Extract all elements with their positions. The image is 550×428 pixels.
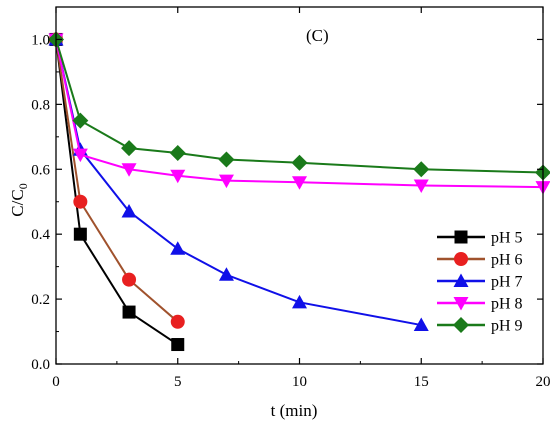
series-ph-5 [49,32,185,352]
legend-label-ph-8: pH 8 [491,296,523,313]
data-point-ph-9 [72,112,89,129]
legend-item-ph-8: pH 8 [437,296,523,313]
legend-label-ph-9: pH 9 [491,318,523,335]
x-tick-label: 5 [174,374,182,390]
x-axis-title: t (min) [271,401,318,420]
x-tick-label: 15 [414,374,429,390]
data-point-ph-7 [413,317,429,332]
legend-marker-ph-8 [453,297,469,311]
data-point-ph-6 [170,314,185,329]
y-tick-label: 0.8 [31,97,50,113]
y-tick-label: 1.0 [31,32,50,48]
data-point-ph-8 [170,169,186,184]
series-line-ph-6 [55,39,179,323]
y-axis-title-main: C/C [8,189,27,216]
data-point-ph-9 [291,154,308,171]
data-point-ph-9 [218,151,235,168]
legend-marker-ph-9 [453,317,469,333]
data-point-ph-7 [170,241,186,255]
data-point-ph-9 [169,145,186,162]
legend-label-ph-6: pH 6 [491,252,523,269]
data-point-ph-8 [72,148,88,163]
y-axis-title: C/C0 [8,183,30,216]
x-tick-label: 0 [52,374,60,390]
data-point-ph-7 [218,267,234,281]
series-line-ph-5 [55,39,179,346]
data-point-ph-6 [122,272,137,287]
series-ph-6 [49,32,185,329]
legend-item-ph-5: pH 5 [437,230,523,247]
data-point-ph-8 [121,163,137,177]
data-point-ph-9 [413,161,430,178]
legend-item-ph-6: pH 6 [437,252,523,269]
legend-label-ph-7: pH 7 [491,274,523,291]
series-line-ph-8 [55,39,544,189]
legend-marker-ph-5 [454,230,468,244]
legend-item-ph-7: pH 7 [437,273,523,291]
x-tick-label: 10 [292,374,307,390]
y-tick-label: 0.4 [31,227,50,243]
data-point-ph-5 [122,305,136,319]
y-tick-label: 0.0 [31,357,50,373]
data-point-ph-6 [73,194,88,209]
data-point-ph-8 [413,179,429,193]
data-point-ph-5 [73,227,87,241]
legend-marker-ph-6 [454,252,468,266]
legend-label-ph-5: pH 5 [491,230,523,247]
data-point-ph-7 [292,294,307,309]
y-tick-label: 0.6 [31,162,50,178]
data-point-ph-8 [292,176,307,190]
data-point-ph-8 [218,174,234,189]
axes: 0 5 10 15 20 0.0 0.2 0.4 0.6 0.8 1.0 [31,6,550,390]
x-tick-label: 20 [536,374,550,390]
series-line-ph-9 [55,39,544,174]
data-point-ph-9 [121,140,138,157]
y-tick-label: 0.2 [31,292,50,308]
series-ph-9 [48,31,550,181]
data-point-ph-5 [171,338,185,352]
legend-item-ph-9: pH 9 [437,317,523,335]
legend-marker-ph-7 [453,273,469,287]
legend: pH 5 pH 6 pH 7 pH 8 pH 9 [437,230,523,335]
data-point-ph-7 [121,203,137,218]
panel-label: (C) [306,26,329,45]
y-axis-title-subscript: 0 [16,183,30,189]
